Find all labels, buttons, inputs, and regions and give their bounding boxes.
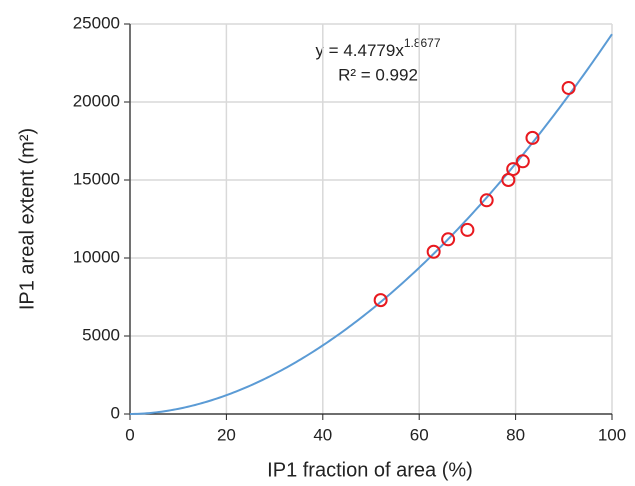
x-tick-label: 60 [410,425,429,444]
x-axis-title: IP1 fraction of area (%) [267,459,473,481]
x-tick-label: 0 [125,425,134,444]
equation-exponent: 1.8677 [404,36,441,50]
data-point [506,162,521,177]
data-point [515,154,530,169]
data-point [426,244,441,259]
data-point [373,293,388,308]
y-tick-label: 0 [111,403,120,422]
y-tick-label: 25000 [73,13,120,32]
data-point [479,193,494,208]
r-squared: R² = 0.992 [338,65,418,84]
data-point [561,80,576,95]
y-tick-label: 20000 [73,91,120,110]
data-point [525,130,540,145]
y-axis-title: IP1 areal extent (m²) [16,128,38,310]
trendline [129,33,613,415]
data-point [460,222,475,237]
x-tick-label: 40 [313,425,332,444]
x-tick-label: 100 [598,425,626,444]
x-tick-label: 80 [506,425,525,444]
equation-text: y = 4.4779x [315,41,404,60]
data-point [441,232,456,247]
trendline-equation: y = 4.4779x1.8677 [315,36,440,60]
y-tick-label: 15000 [73,169,120,188]
y-tick-label: 10000 [73,247,120,266]
x-tick-label: 20 [217,425,236,444]
y-tick-label: 5000 [82,325,120,344]
